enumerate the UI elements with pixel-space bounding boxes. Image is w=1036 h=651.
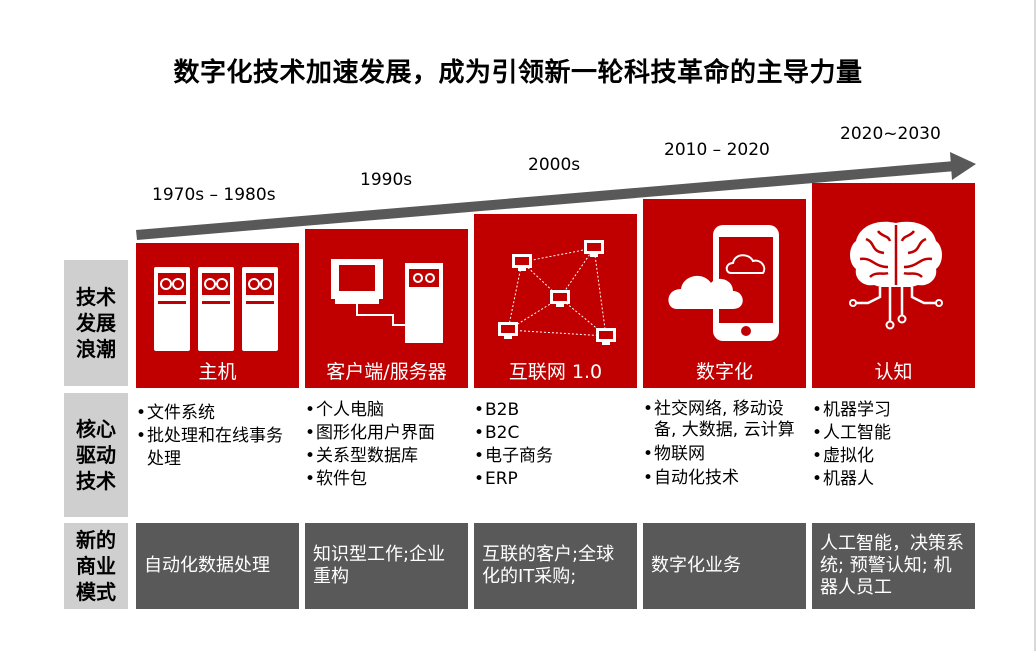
page-title: 数字化技术加速发展，成为引领新一轮科技革命的主导力量 <box>173 58 863 88</box>
era-label-3: 2000s <box>528 155 581 175</box>
core-tech-digital: 社交网络, 移动设备, 大数据, 云计算 物联网 自动化技术 <box>643 399 803 489</box>
list-item: 个人电脑 <box>305 399 465 422</box>
right-edge-rule <box>1034 0 1036 651</box>
stage-panel-digital: 数字化 <box>643 199 806 388</box>
list-item: 机器学习 <box>812 399 972 422</box>
row-label-core: 核心 驱动 技术 <box>64 393 128 517</box>
core-tech-mainframe: 文件系统 批处理和在线事务处理 <box>136 402 296 471</box>
network-icon <box>498 240 616 345</box>
business-model-text: 自动化数据处理 <box>144 555 270 576</box>
list-item: 电子商务 <box>474 445 634 468</box>
list-item: 关系型数据库 <box>305 445 465 468</box>
list-item: 社交网络, 移动设备, 大数据, 云计算 <box>643 399 803 441</box>
stage-label-cognitive: 认知 <box>874 361 913 383</box>
business-model-client-server: 知识型工作;企业重构 <box>305 523 468 609</box>
business-model-digital: 数字化业务 <box>643 523 806 609</box>
stage-label-digital: 数字化 <box>695 361 753 383</box>
core-tech-client-server: 个人电脑 图形化用户界面 关系型数据库 软件包 <box>305 399 465 491</box>
row-label-wave-text: 技术 发展 浪潮 <box>76 285 116 361</box>
list-item: 人工智能 <box>812 422 972 445</box>
stage-panel-internet: 互联网 1.0 <box>474 214 637 388</box>
business-model-text: 互联的客户;全球化的IT采购; <box>482 544 615 587</box>
core-tech-cognitive: 机器学习 人工智能 虚拟化 机器人 <box>812 399 972 491</box>
business-model-text: 知识型工作;企业重构 <box>313 544 446 587</box>
list-item: 虚拟化 <box>812 445 972 468</box>
brain-icon <box>849 221 943 330</box>
business-model-mainframe: 自动化数据处理 <box>136 523 299 609</box>
business-model-cognitive: 人工智能，决策系统; 预警认知; 机器人员工 <box>812 523 975 609</box>
row-label-business: 新的 商业 模式 <box>64 523 128 609</box>
list-item: B2C <box>474 422 634 445</box>
list-item: 自动化技术 <box>643 468 803 489</box>
era-label-2: 1990s <box>360 170 413 190</box>
list-item: 文件系统 <box>136 402 296 425</box>
list-item: 物联网 <box>643 444 803 465</box>
stage-panel-cognitive: 认知 <box>812 183 975 388</box>
row-label-business-text: 新的 商业 模式 <box>76 528 116 604</box>
era-label-4: 2010 – 2020 <box>664 140 770 160</box>
stage-label-internet: 互联网 1.0 <box>508 361 603 383</box>
business-model-internet: 互联的客户;全球化的IT采购; <box>474 523 637 609</box>
stage-panel-mainframe: 主机 <box>136 243 299 388</box>
business-model-text: 数字化业务 <box>651 555 741 576</box>
stage-label-client-server: 客户端/服务器 <box>326 361 447 383</box>
list-item: 批处理和在线事务处理 <box>136 425 296 471</box>
core-tech-internet: B2B B2C 电子商务 ERP <box>474 399 634 491</box>
era-label-1: 1970s – 1980s <box>152 185 276 205</box>
phone-cloud-icon <box>668 225 779 341</box>
mainframe-icon <box>154 267 278 351</box>
row-label-core-text: 核心 驱动 技术 <box>76 417 116 493</box>
stage-panel-client-server: 客户端/服务器 <box>305 229 468 388</box>
list-item: 机器人 <box>812 468 972 491</box>
list-item: 软件包 <box>305 468 465 491</box>
list-item: 图形化用户界面 <box>305 422 465 445</box>
list-item: ERP <box>474 468 634 491</box>
stage-label-mainframe: 主机 <box>198 361 237 383</box>
list-item: B2B <box>474 399 634 422</box>
era-label-5: 2020~2030 <box>840 124 941 144</box>
business-model-text: 人工智能，决策系统; 预警认知; 机器人员工 <box>820 533 964 598</box>
row-label-wave: 技术 发展 浪潮 <box>64 260 128 386</box>
client-server-icon <box>331 259 443 343</box>
